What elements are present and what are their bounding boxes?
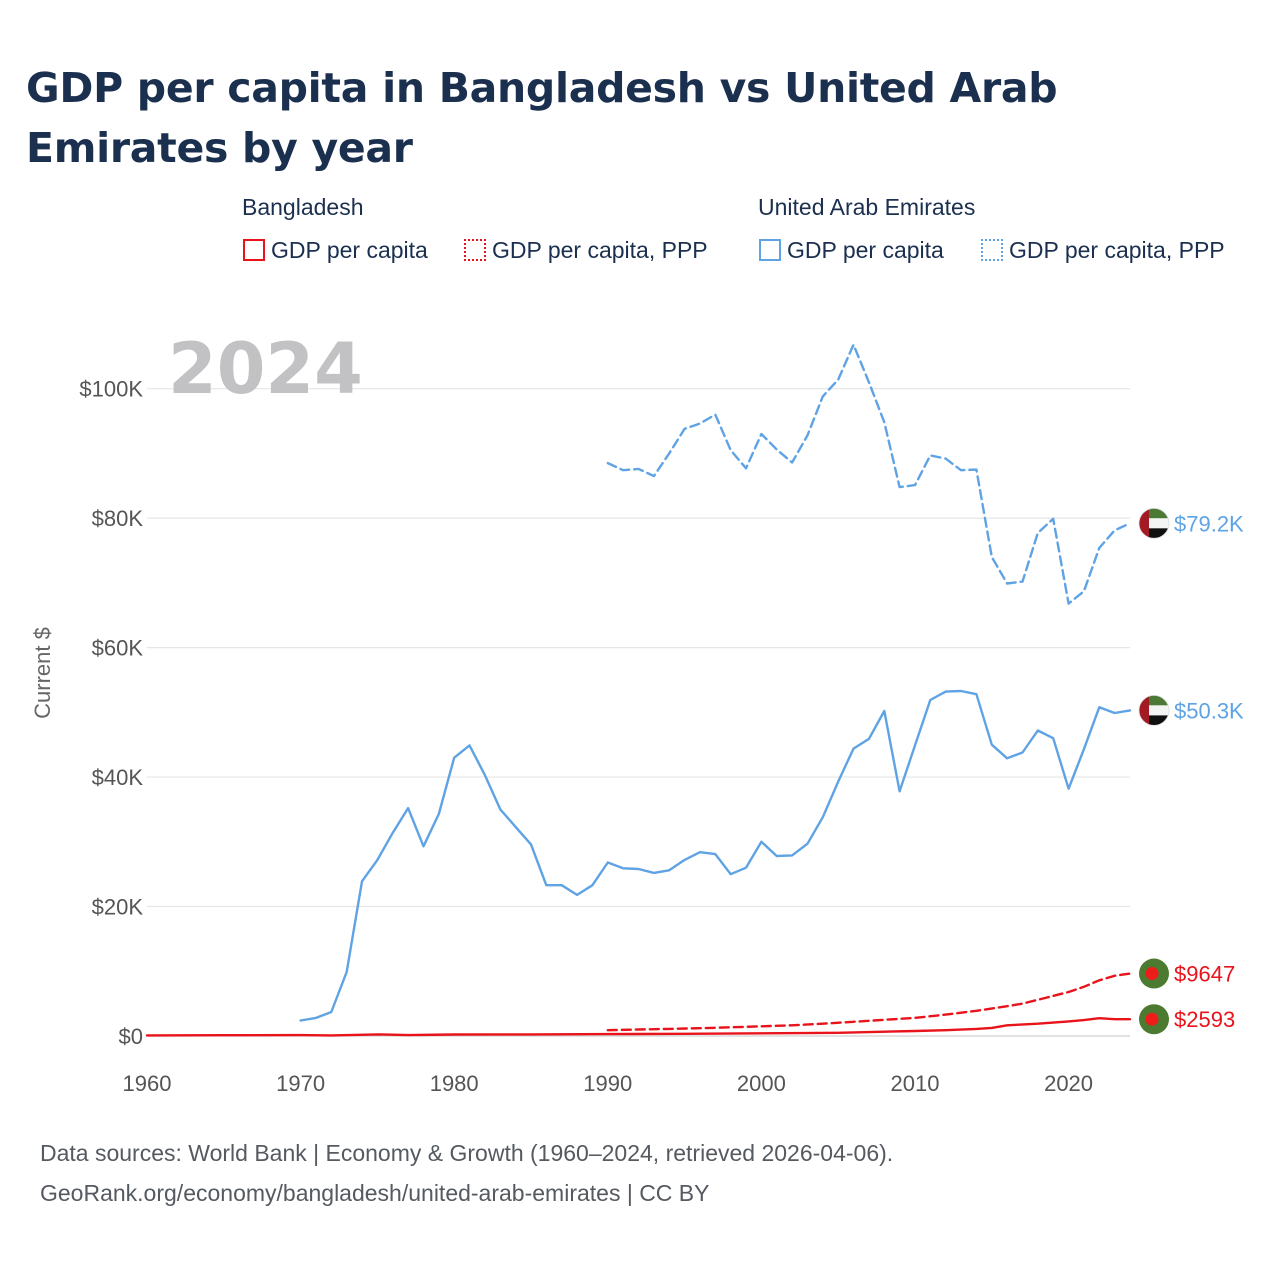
legend-swatch-solid-red [243, 239, 265, 261]
end-markers: $79.2K $50.3K $9647 $2593 [1138, 507, 1244, 1035]
series-line-1[interactable] [299, 689, 1132, 1022]
y-tick-label: $80K [92, 506, 144, 531]
axes: $0 $20K $40K $60K $80K $100K 1960 1970 1980 1990 2… [79, 377, 1130, 1096]
gridlines [147, 388, 1130, 908]
legend-group-uae: United Arab Emirates [758, 194, 976, 220]
x-tick-label: 1990 [583, 1071, 632, 1096]
x-tick-label: 2010 [890, 1071, 939, 1096]
legend-item-uae-gdp[interactable]: GDP per capita [759, 235, 944, 265]
legend-label: GDP per capita [787, 236, 944, 263]
legend-item-bangladesh-gdp-ppp[interactable]: GDP per capita, PPP [464, 235, 708, 265]
x-tick-label: 2000 [737, 1071, 786, 1096]
legend-group-bangladesh: Bangladesh [242, 194, 364, 220]
y-tick-label: $100K [79, 377, 143, 402]
x-tick-label: 2020 [1044, 1071, 1093, 1096]
bangladesh-flag-icon [1139, 1004, 1169, 1035]
series-line-3[interactable] [145, 1017, 1132, 1037]
uae-flag-icon [1138, 507, 1170, 539]
y-tick-label: $40K [92, 765, 144, 790]
series-line-0[interactable] [606, 343, 1132, 605]
x-tick-label: 1970 [276, 1071, 325, 1096]
uae-flag-icon [1138, 694, 1170, 726]
series-line-2[interactable] [606, 972, 1132, 1032]
legend-label: GDP per capita [271, 236, 428, 263]
series-lines [145, 343, 1132, 1037]
series-end-label: $9647 [1174, 962, 1235, 987]
y-axis-label: Current $ [30, 627, 55, 719]
source-line: Data sources: World Bank | Economy & Gro… [40, 1140, 894, 1166]
year-label: 2024 [168, 328, 363, 410]
legend-item-bangladesh-gdp[interactable]: GDP per capita [243, 235, 428, 265]
source-url[interactable]: GeoRank.org/economy/bangladesh/united-ar… [40, 1180, 710, 1206]
legend-swatch-dotted-blue [981, 239, 1003, 261]
legend-item-uae-gdp-ppp[interactable]: GDP per capita, PPP [981, 235, 1225, 265]
x-tick-label: 1960 [123, 1071, 172, 1096]
chart-title: GDP per capita in Bangladesh vs United A… [26, 64, 1058, 172]
legend-label: GDP per capita, PPP [492, 236, 708, 263]
series-end-label: $2593 [1174, 1007, 1235, 1032]
y-tick-label: $20K [92, 895, 144, 920]
series-end-label: $79.2K [1174, 511, 1244, 536]
x-tick-label: 1980 [430, 1071, 479, 1096]
legend-swatch-dotted-red [464, 239, 486, 261]
legend-swatch-solid-blue [759, 239, 781, 261]
bangladesh-flag-icon [1139, 958, 1169, 989]
series-end-label: $50.3K [1174, 698, 1244, 723]
y-tick-label: $0 [119, 1024, 143, 1049]
legend-label: GDP per capita, PPP [1009, 236, 1225, 263]
y-tick-label: $60K [92, 636, 144, 661]
